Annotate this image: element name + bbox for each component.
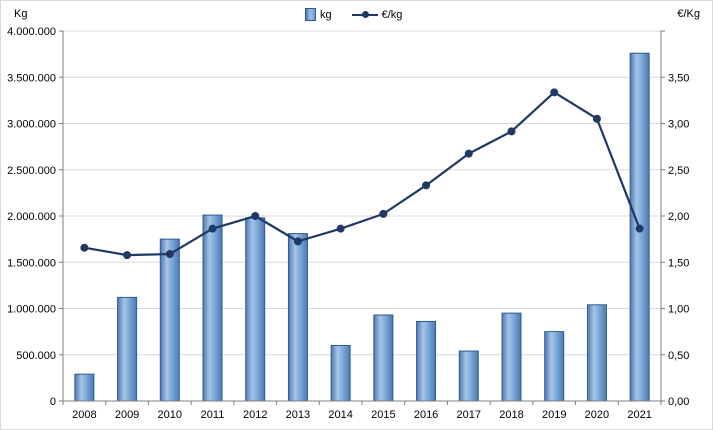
price-point-2018 [507, 127, 516, 136]
svg-text:3,00: 3,00 [668, 119, 689, 131]
price-point-2011 [208, 224, 217, 233]
svg-text:0,50: 0,50 [668, 350, 689, 362]
legend-label-kg: kg [320, 8, 332, 21]
price-line [84, 91, 641, 257]
svg-text:500.000: 500.000 [16, 350, 56, 362]
price-point-2019 [550, 88, 559, 97]
svg-text:2.000.000: 2.000.000 [7, 211, 56, 223]
price-point-2010 [165, 250, 174, 259]
svg-text:2.500.000: 2.500.000 [7, 165, 56, 177]
price-point-2012 [251, 212, 260, 220]
bar-2015 [373, 314, 394, 402]
svg-text:4.000.000: 4.000.000 [7, 26, 56, 38]
svg-text:2,50: 2,50 [668, 165, 689, 177]
bar-2017 [458, 350, 479, 402]
svg-text:2,00: 2,00 [668, 211, 689, 223]
price-point-2015 [379, 209, 388, 218]
bar-2011 [202, 214, 223, 402]
bar-2010 [159, 238, 180, 402]
x-label-2011: 2011 [201, 409, 225, 421]
svg-text:1.500.000: 1.500.000 [7, 257, 56, 269]
line-series-swatch-icon [351, 9, 378, 20]
svg-text:0: 0 [50, 396, 56, 408]
x-label-2016: 2016 [414, 409, 438, 421]
legend-label-eur-per-kg: €/kg [381, 8, 403, 21]
svg-text:1.000.000: 1.000.000 [7, 304, 56, 316]
price-point-2021 [635, 224, 644, 233]
price-point-2020 [592, 114, 601, 123]
bar-2009 [117, 296, 138, 402]
x-label-2017: 2017 [457, 409, 481, 421]
bar-2018 [501, 312, 522, 402]
bar-2019 [544, 331, 565, 402]
price-point-2016 [422, 181, 431, 190]
bar-2016 [416, 320, 437, 402]
price-point-2013 [293, 237, 302, 246]
svg-text:3.500.000: 3.500.000 [7, 72, 56, 84]
price-point-2017 [464, 149, 473, 158]
bar-2020 [586, 304, 607, 402]
bar-2008 [74, 373, 95, 402]
x-label-2010: 2010 [158, 409, 182, 421]
x-label-2013: 2013 [286, 409, 310, 421]
right-axis-unit-label: €/Kg [677, 8, 700, 20]
svg-text:0,00: 0,00 [668, 396, 689, 408]
bar-2014 [330, 345, 351, 402]
bar-2012 [245, 217, 266, 402]
legend-item-eur-per-kg: €/kg [351, 8, 403, 21]
price-point-2009 [123, 251, 132, 260]
x-label-2009: 2009 [115, 409, 139, 421]
price-point-2014 [336, 224, 345, 233]
price-point-2008 [80, 243, 89, 252]
legend-item-kg: kg [305, 8, 332, 21]
svg-text:1,50: 1,50 [668, 257, 689, 269]
x-label-2008: 2008 [72, 409, 96, 421]
x-label-2020: 2020 [585, 409, 609, 421]
chart-legend: kg €/kg [305, 8, 402, 21]
left-axis-unit-label: Kg [14, 8, 28, 20]
svg-text:3.000.000: 3.000.000 [7, 119, 56, 131]
svg-text:3,50: 3,50 [668, 72, 689, 84]
x-label-2014: 2014 [328, 409, 352, 421]
svg-text:1,00: 1,00 [668, 304, 689, 316]
x-label-2015: 2015 [371, 409, 395, 421]
x-label-2019: 2019 [542, 409, 566, 421]
bar-2013 [287, 233, 308, 402]
x-label-2018: 2018 [499, 409, 523, 421]
bar-series-swatch-icon [305, 8, 316, 21]
x-label-2012: 2012 [243, 409, 267, 421]
x-label-2021: 2021 [627, 409, 651, 421]
